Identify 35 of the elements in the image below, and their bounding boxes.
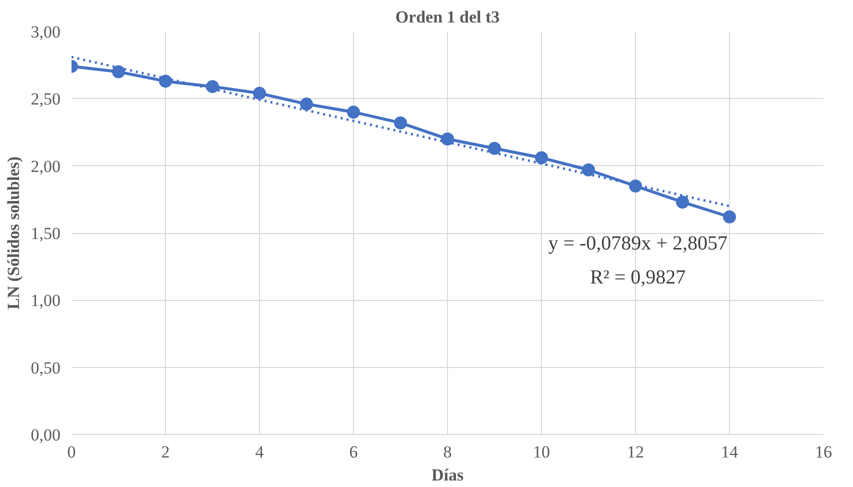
point [629,179,642,192]
x-tick-label: 10 [533,442,550,462]
x-tick-label: 0 [67,442,76,462]
point [535,151,548,164]
x-tick-label: 16 [815,442,832,462]
x-tick-label: 2 [161,442,170,462]
chart-title: Orden 1 del t3 [395,8,500,26]
y-axis-title: LN (Sólidos solubles) [4,156,23,310]
x-tick-label: 14 [721,442,738,462]
y-tick-label: 3,00 [30,22,60,42]
point [159,74,172,88]
x-tick-label: 12 [627,442,644,462]
point [394,116,407,130]
point [253,86,266,100]
point [112,65,125,78]
y-tick-label: 0,50 [30,358,60,378]
y-tick-label: 1,50 [30,224,60,243]
point [206,80,219,94]
y-tick-label: 2,50 [30,90,60,109]
point [347,106,360,119]
annotation: R² = 0,9827 [590,266,686,288]
x-tick-label: 6 [349,442,358,462]
x-tick-label: 8 [443,442,452,462]
x-tick-label: 4 [255,442,264,462]
y-tick-label: 1,00 [30,291,60,310]
point [723,210,736,224]
point [488,142,501,155]
point [300,98,313,111]
y-tick-label: 0,00 [30,426,60,444]
annotation: y = -0,0789x + 2,8057 [548,232,728,255]
point [676,196,689,209]
x-axis-title: Días [431,466,464,484]
point [582,163,595,176]
y-tick-label: 2,00 [30,156,60,176]
point [441,132,454,146]
